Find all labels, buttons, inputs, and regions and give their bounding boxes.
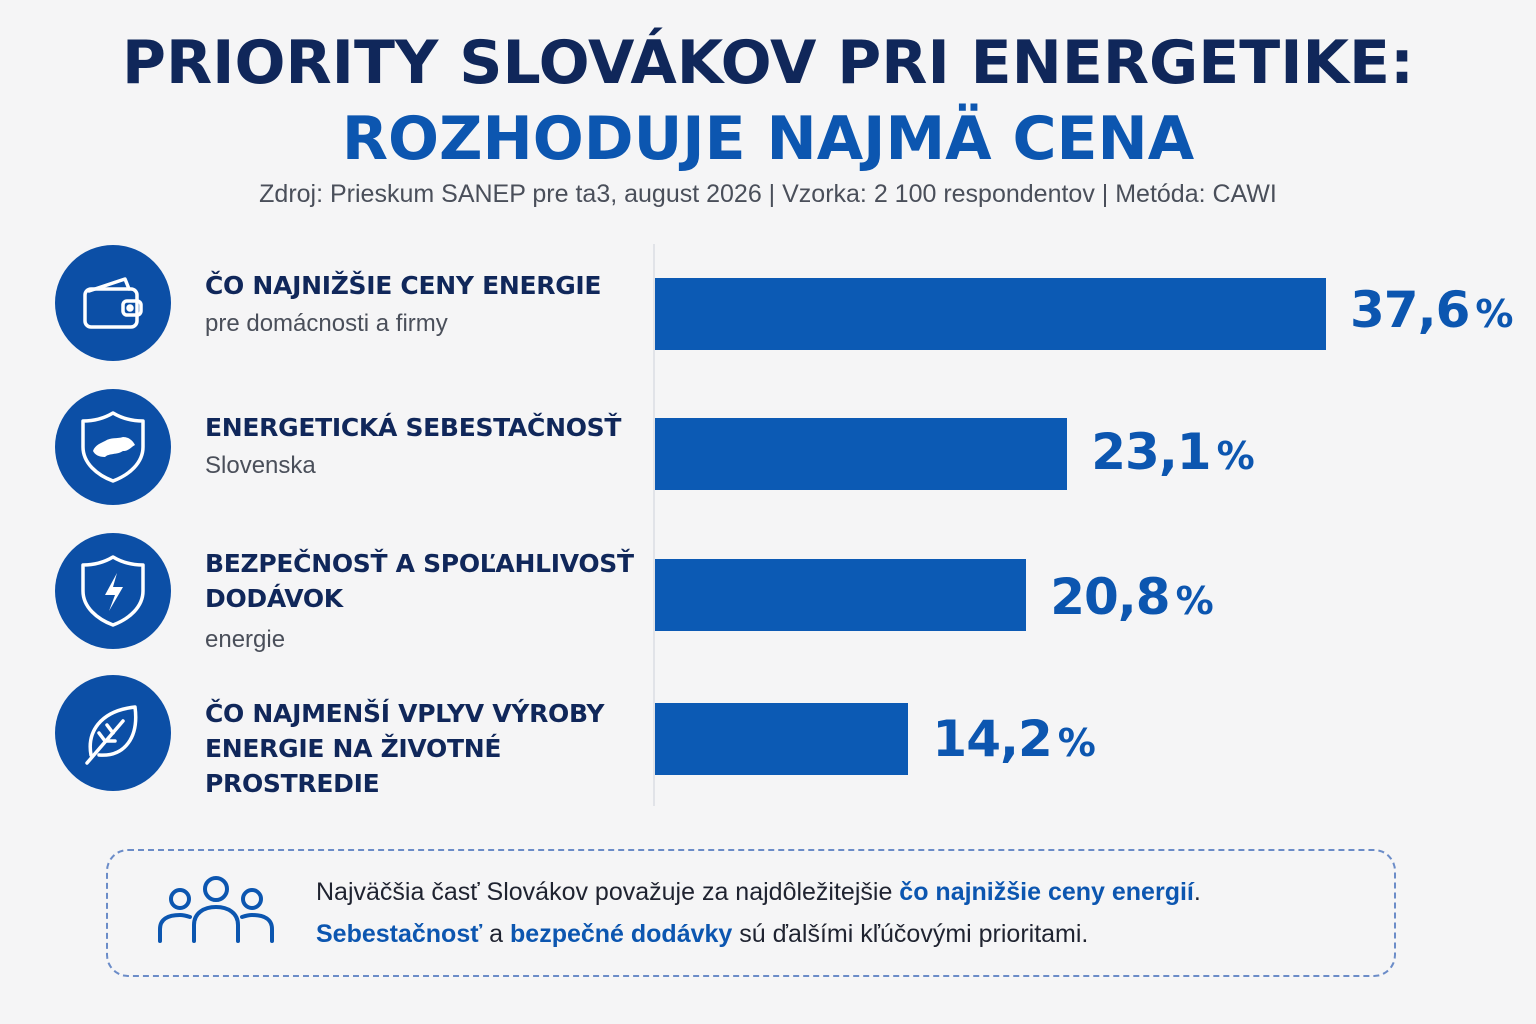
row-label-sub: pre domácnosti a firmy bbox=[205, 310, 448, 337]
row-label-main: BEZPEČNOSŤ A SPOĽAHLIVOSŤ DODÁVOK bbox=[205, 549, 634, 613]
source-line: Zdroj: Prieskum SANEP pre ta3, august 20… bbox=[259, 180, 1277, 208]
row-label-main: ČO NAJMENŠÍ VPLYV VÝROBY ENERGIE NA ŽIVO… bbox=[205, 699, 605, 798]
bar bbox=[655, 418, 1068, 490]
people-group-icon bbox=[158, 876, 274, 943]
bar bbox=[655, 559, 1027, 631]
row-label-sub: Slovenska bbox=[205, 452, 316, 479]
row-label-main: ČO NAJNIŽŠIE CENY ENERGIE bbox=[205, 271, 602, 300]
leaf-icon bbox=[55, 675, 171, 791]
wallet-icon bbox=[55, 245, 171, 361]
value-label: 37,6% bbox=[1350, 281, 1513, 339]
bar bbox=[655, 278, 1326, 350]
value-label: 20,8% bbox=[1050, 568, 1213, 626]
axis-line bbox=[653, 244, 655, 806]
summary-box: Najväčšia časť Slovákov považuje za najd… bbox=[106, 849, 1396, 977]
value-label: 23,1% bbox=[1091, 423, 1254, 481]
title-line-1: PRIORITY SLOVÁKOV PRI ENERGETIKE: bbox=[121, 28, 1415, 98]
shield-lightning-icon bbox=[55, 533, 171, 649]
bar bbox=[655, 703, 909, 775]
value-label: 14,2% bbox=[932, 710, 1095, 768]
title-line-2: ROZHODUJE NAJMÄ CENA bbox=[341, 104, 1195, 174]
shield-slovakia-icon bbox=[55, 389, 171, 505]
row-label-main: ENERGETICKÁ SEBESTAČNOSŤ bbox=[205, 413, 622, 442]
summary-text: Najväčšia časť Slovákov považuje za najd… bbox=[316, 878, 1201, 948]
row-label-sub: energie bbox=[205, 626, 286, 653]
